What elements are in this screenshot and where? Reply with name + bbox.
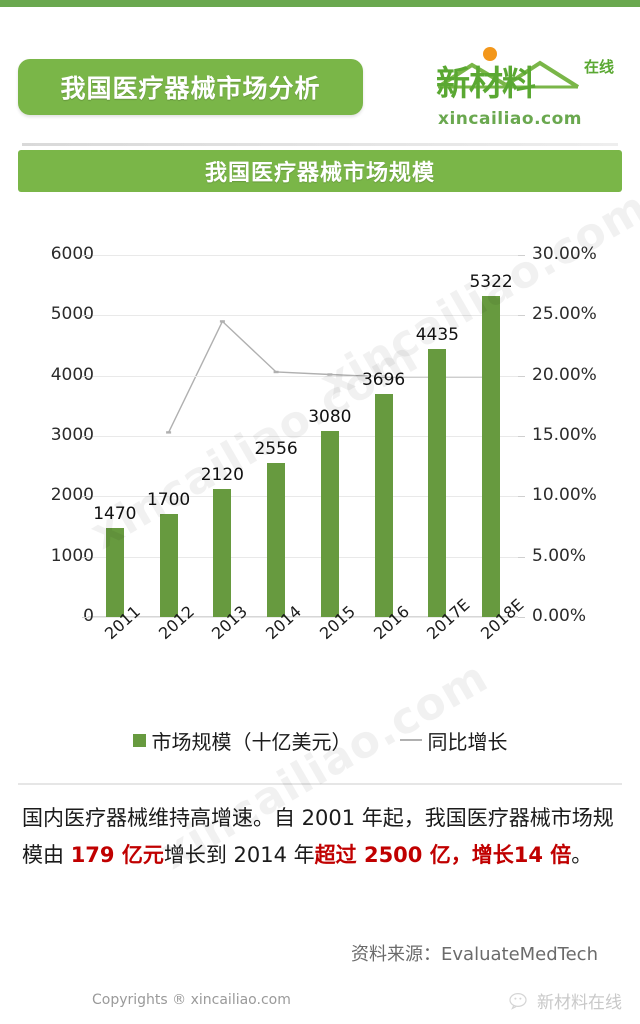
legend-line-label: 同比增长 (427, 729, 508, 754)
body-text-1: 国内医疗器械维持高增速。自 2001 年起，我国医疗器械 (22, 806, 551, 830)
chart-gridline (88, 617, 518, 618)
page-title-pill: 我国医疗器械市场分析 (18, 59, 363, 115)
copyright-note: Copyrights ® xincailiao.com (92, 992, 291, 1008)
chart-legend: 市场规模（十亿美元） 同比增长 (0, 720, 640, 760)
chart-gridline (88, 436, 518, 437)
wechat-label: 新材料在线 (537, 993, 622, 1013)
legend-bar-swatch-icon (132, 733, 146, 747)
section-banner-label: 我国医疗器械市场规模 (204, 161, 435, 186)
y-axis-tick-mark (82, 255, 89, 256)
bar-value-label: 1700 (146, 490, 191, 511)
body-divider (18, 783, 622, 785)
y2-axis-tick-mark (518, 375, 525, 377)
legend-line-swatch-icon (399, 739, 422, 741)
bar-value-label: 2556 (254, 438, 298, 459)
y-axis-tick-mark (82, 496, 89, 498)
y-axis-tick-label: 1000 (50, 545, 94, 566)
logo-domain: xincailiao.com (438, 109, 583, 129)
chart-bar (428, 349, 447, 617)
section-banner: 我国医疗器械市场规模 (18, 150, 622, 192)
logo-brand-cn: 新材料 (436, 64, 536, 104)
chart-bar (267, 462, 286, 617)
bar-value-label: 5322 (469, 271, 513, 292)
body-highlight-1: 179 亿元 (70, 843, 164, 867)
y2-axis-tick-mark (518, 556, 525, 558)
body-paragraph: 国内医疗器械维持高增速。自 2001 年起，我国医疗器械市场规模由 179 亿元… (22, 800, 622, 874)
y2-axis-tick-mark (518, 315, 525, 317)
source-note: 资料来源：EvaluateMedTech (351, 944, 598, 965)
chart-plot-area (88, 255, 518, 618)
chart-bar (320, 431, 339, 617)
y2-axis-tick-label: 30.00% (532, 244, 597, 264)
body-text-2: 市场规模由 (22, 806, 614, 867)
wechat-badge[interactable]: 新材料在线 (509, 988, 622, 1013)
chart-bar (105, 528, 124, 617)
y-axis-tick-label: 0 (83, 606, 94, 626)
y2-axis-tick-label: 10.00% (532, 485, 597, 506)
chart-gridline (88, 496, 518, 498)
y-axis-tick-label: 3000 (50, 425, 94, 445)
y-axis-tick-mark (82, 617, 89, 618)
y2-axis-tick-label: 0.00% (532, 606, 587, 626)
y-axis-tick-label: 4000 (50, 364, 94, 385)
y2-axis-tick-mark (518, 436, 525, 437)
chart-container: 0 1000 2000 3000 4000 5000 6000 0.00% 5.00% 10.0… (0, 215, 640, 775)
page-title: 我国医疗器械市场分析 (60, 74, 321, 103)
logo-brand-side: 在线 (584, 58, 615, 76)
bar-value-label: 4435 (415, 325, 459, 346)
chart-gridline (88, 375, 518, 377)
body-text-4: 。 (571, 843, 593, 867)
legend-item-line[interactable]: 同比增长 (399, 726, 508, 755)
chart-bar (482, 295, 501, 617)
y2-axis-tick-mark (518, 255, 525, 256)
logo-mountain-icon (428, 45, 618, 111)
y-axis-tick-mark (82, 315, 89, 317)
y-axis-tick-mark (82, 556, 89, 558)
chart-bar (159, 514, 178, 617)
header: 我国医疗器械市场分析 新材料 在线 xincailiao.com (0, 7, 640, 146)
y2-axis-tick-label: 20.00% (532, 364, 597, 385)
y2-axis-tick-mark (518, 496, 525, 498)
legend-item-bar[interactable]: 市场规模（十亿美元） (132, 726, 352, 755)
chart-baseline (88, 616, 518, 617)
top-accent-bar (0, 0, 640, 7)
bar-value-label: 1470 (93, 504, 137, 525)
bar-value-label: 3696 (361, 370, 406, 390)
brand-logo[interactable]: 新材料 在线 xincailiao.com (428, 45, 618, 137)
y2-axis-tick-label: 15.00% (532, 425, 597, 445)
y-axis-tick-label: 2000 (50, 485, 94, 506)
bar-value-label: 2120 (200, 465, 244, 486)
y-axis-tick-mark (82, 375, 89, 377)
chart-bar (374, 394, 393, 617)
header-divider (22, 143, 618, 146)
y-axis-tick-label: 6000 (50, 244, 94, 264)
y2-axis-tick-label: 25.00% (532, 304, 597, 325)
body-highlight-2: 超过 2500 亿，增长 (314, 843, 514, 867)
body-highlight-3: 14 倍 (513, 843, 572, 867)
chart-gridline (88, 315, 518, 317)
bar-value-label: 3080 (308, 407, 352, 428)
y-axis-tick-label: 5000 (50, 304, 94, 325)
body-text-3: 增长到 2014 年 (163, 843, 315, 867)
y2-axis-tick-mark (518, 617, 525, 618)
chart-gridline (88, 556, 518, 558)
chart-gridline (88, 255, 518, 256)
y-axis-tick-mark (82, 436, 89, 437)
y2-axis-tick-label: 5.00% (532, 545, 587, 566)
legend-bar-label: 市场规模（十亿美元） (151, 729, 352, 754)
wechat-icon (509, 992, 531, 1010)
chart-bar (213, 489, 232, 617)
